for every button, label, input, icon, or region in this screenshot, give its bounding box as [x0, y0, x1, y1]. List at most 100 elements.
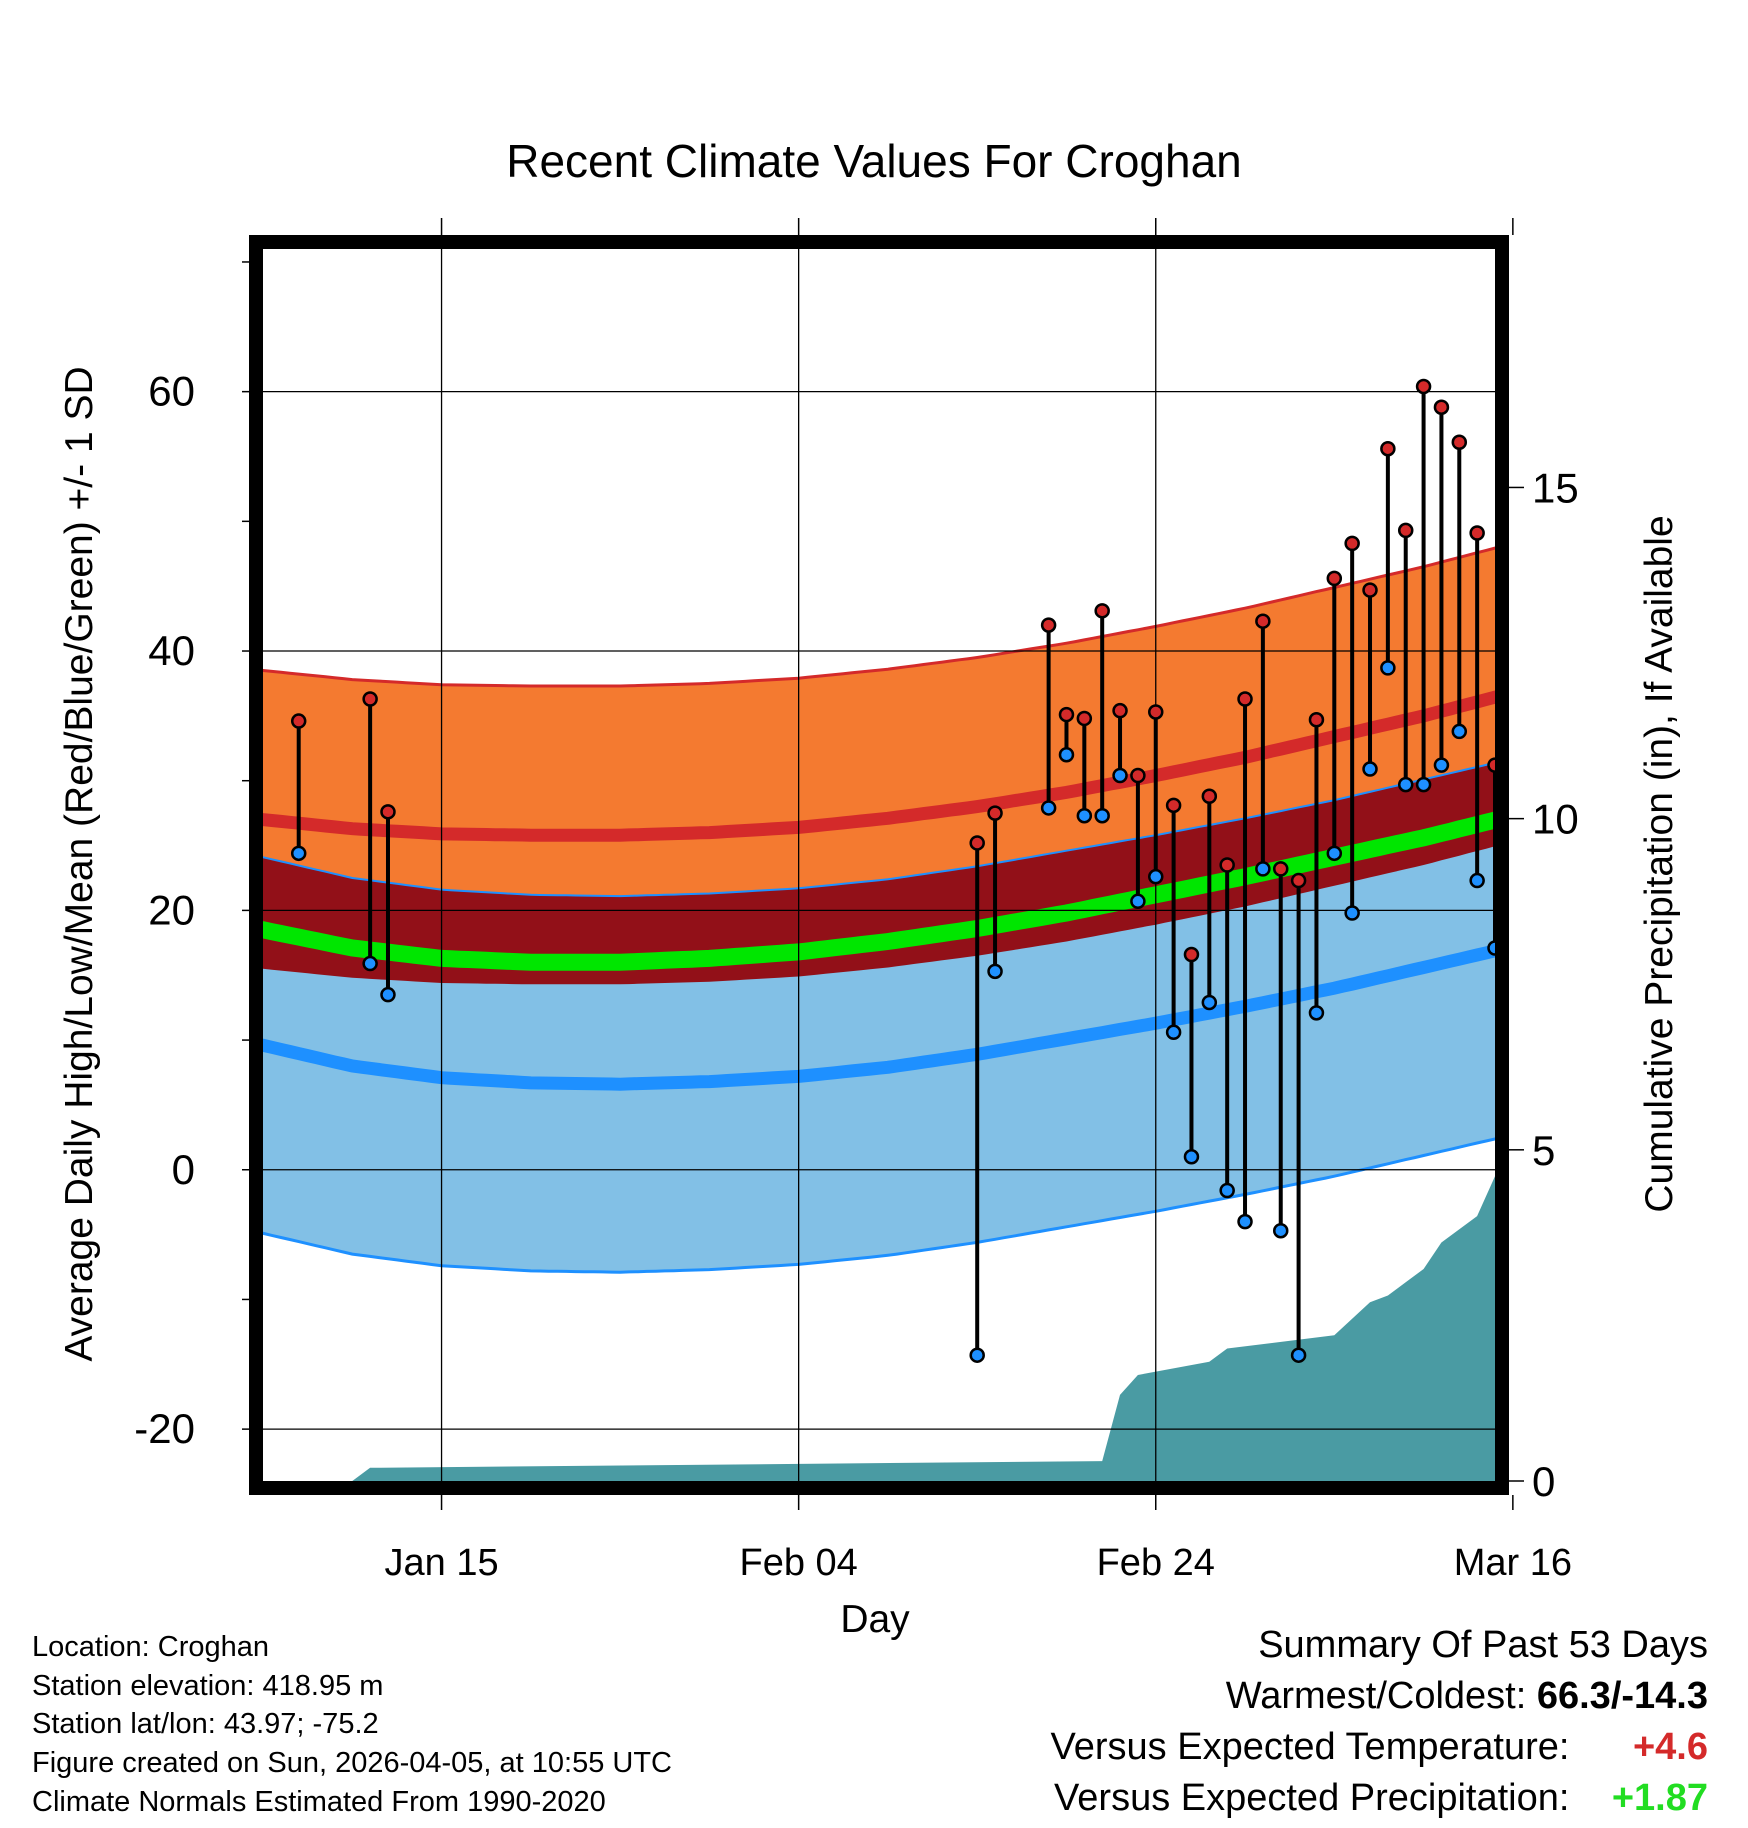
obs-low-point — [1397, 776, 1414, 793]
chart-text: Average Daily High/Low/Mean (Red/Blue/Gr… — [58, 366, 1681, 1641]
obs-low-point — [1524, 1015, 1537, 1028]
obs-high-point — [969, 835, 985, 851]
x-tick-label: Feb 04 — [739, 1542, 857, 1584]
obs-low-point — [1237, 1213, 1253, 1230]
obs-high-point — [1415, 378, 1432, 395]
x-axis-label: Day — [840, 1598, 910, 1641]
obs-high-point — [1094, 603, 1110, 619]
overlap-band — [263, 762, 1495, 985]
summary-warmest-label: Warmest/Coldest: — [1225, 1675, 1527, 1717]
obs-high-point — [1487, 757, 1495, 773]
obs-low-point — [1380, 660, 1396, 676]
obs-low-point — [1308, 1005, 1325, 1021]
y2-tick-label: 10 — [1532, 796, 1579, 843]
obs-high-point — [380, 804, 396, 820]
obs-low-point — [1076, 807, 1093, 824]
obs-high-point — [1112, 702, 1128, 719]
obs-low-point — [1596, 869, 1609, 882]
obs-low-point — [1451, 723, 1468, 740]
precip-area — [263, 1176, 1495, 1481]
summary-warmest-row: Warmest/Coldest: 66.3/-14.3 — [1226, 1675, 1708, 1718]
y2-tick-label: 0 — [1532, 1458, 1555, 1505]
y2-axis-label: Cumulative Precipitation (in), If Availa… — [1638, 515, 1681, 1212]
obs-low-point — [1272, 1222, 1289, 1239]
summary-temp-value: +4.6 — [1632, 1726, 1708, 1768]
obs-high-point — [1040, 617, 1057, 633]
obs-low-point — [380, 986, 396, 1003]
obs-low-point — [1362, 761, 1378, 777]
obs-high-point — [1703, 587, 1716, 600]
obs-high-point — [1076, 710, 1093, 727]
x-tick-label: Jan 15 — [385, 1542, 499, 1584]
obs-low-point — [1165, 1024, 1182, 1041]
y2-tick-label: 5 — [1532, 1127, 1555, 1174]
obs-low-point — [1326, 845, 1343, 862]
obs-low-point — [290, 845, 307, 862]
obs-high-point — [1237, 691, 1253, 707]
obs-low-point — [1578, 1222, 1591, 1235]
obs-high-point — [1451, 434, 1468, 450]
obs-low-point — [1344, 905, 1360, 921]
obs-low-point — [1201, 994, 1218, 1011]
obs-low-point — [1415, 776, 1432, 793]
obs-high-point — [1183, 946, 1200, 963]
obs-low-point — [1255, 861, 1271, 877]
summary-warmest-value: 66.3/-14.3 — [1536, 1675, 1708, 1717]
obs-low-point — [1433, 757, 1450, 773]
obs-low-point — [1613, 851, 1626, 864]
footer-normals: Climate Normals Estimated From 1990-2020 — [32, 1786, 606, 1818]
obs-low-point — [1148, 868, 1164, 885]
obs-low-point — [1469, 872, 1485, 889]
obs-high-point — [1201, 788, 1218, 805]
low-mean-line — [263, 944, 1495, 1091]
obs-low-point — [987, 963, 1003, 980]
mean-normal-line — [263, 811, 1495, 971]
obs-low-point — [1560, 1102, 1573, 1115]
summary-precip-label: Versus Expected Precipitation: — [1054, 1777, 1570, 1819]
low-band-upper-edge — [263, 761, 1495, 898]
x-tick-label: Mar 16 — [1454, 1542, 1572, 1584]
obs-high-point — [1380, 440, 1396, 457]
obs-high-point — [362, 691, 378, 707]
obs-low-point — [1685, 1071, 1698, 1084]
obs-high-point — [1308, 712, 1325, 728]
obs-high-point — [1148, 704, 1164, 720]
obs-low-point — [1058, 747, 1075, 763]
obs-low-point — [1040, 800, 1057, 816]
obs-high-point — [1578, 808, 1591, 821]
obs-low-point — [1738, 1014, 1748, 1027]
obs-low-point — [362, 955, 378, 972]
y2-tick-label: 15 — [1532, 464, 1579, 511]
obs-high-point — [290, 713, 307, 729]
obs-high-point — [1326, 570, 1343, 587]
obs-low-point — [1219, 1182, 1235, 1199]
obs-high-point — [1344, 535, 1360, 552]
obs-high-point — [1130, 767, 1146, 784]
footer-created: Figure created on Sun, 2026-04-05, at 10… — [32, 1747, 672, 1779]
high-mean-line — [263, 690, 1495, 842]
chart-title: Recent Climate Values For Croghan — [506, 135, 1242, 187]
obs-low-point — [1487, 940, 1495, 956]
obs-low-point — [1130, 893, 1146, 910]
obs-low-point — [1721, 744, 1734, 757]
summary-precip-row: Versus Expected Precipitation: +1.87 — [1054, 1777, 1708, 1820]
obs-high-point — [1613, 678, 1626, 691]
obs-high-point — [1524, 622, 1537, 635]
obs-high-point — [1272, 861, 1289, 877]
obs-high-point — [1685, 705, 1698, 718]
high-band-upper-edge — [263, 546, 1495, 688]
summary-heading: Summary Of Past 53 Days — [1258, 1624, 1708, 1666]
obs-low-point — [969, 1347, 985, 1363]
y-tick-label: 20 — [148, 886, 195, 933]
y-axis-label: Average Daily High/Low/Mean (Red/Blue/Gr… — [58, 366, 101, 1361]
obs-high-point — [1542, 377, 1555, 390]
obs-high-point — [1738, 746, 1748, 759]
footer-location: Location: Croghan — [32, 1631, 269, 1663]
summary-temp-label: Versus Expected Temperature: — [1050, 1726, 1570, 1768]
x-tick-label: Feb 24 — [1097, 1542, 1215, 1584]
obs-high-point — [1058, 706, 1075, 723]
low-band-lower-edge — [263, 1137, 1495, 1274]
